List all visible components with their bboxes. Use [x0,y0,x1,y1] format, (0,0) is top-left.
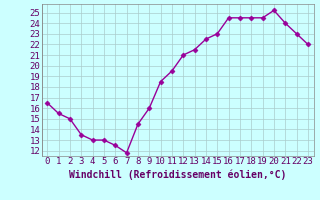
X-axis label: Windchill (Refroidissement éolien,°C): Windchill (Refroidissement éolien,°C) [69,169,286,180]
